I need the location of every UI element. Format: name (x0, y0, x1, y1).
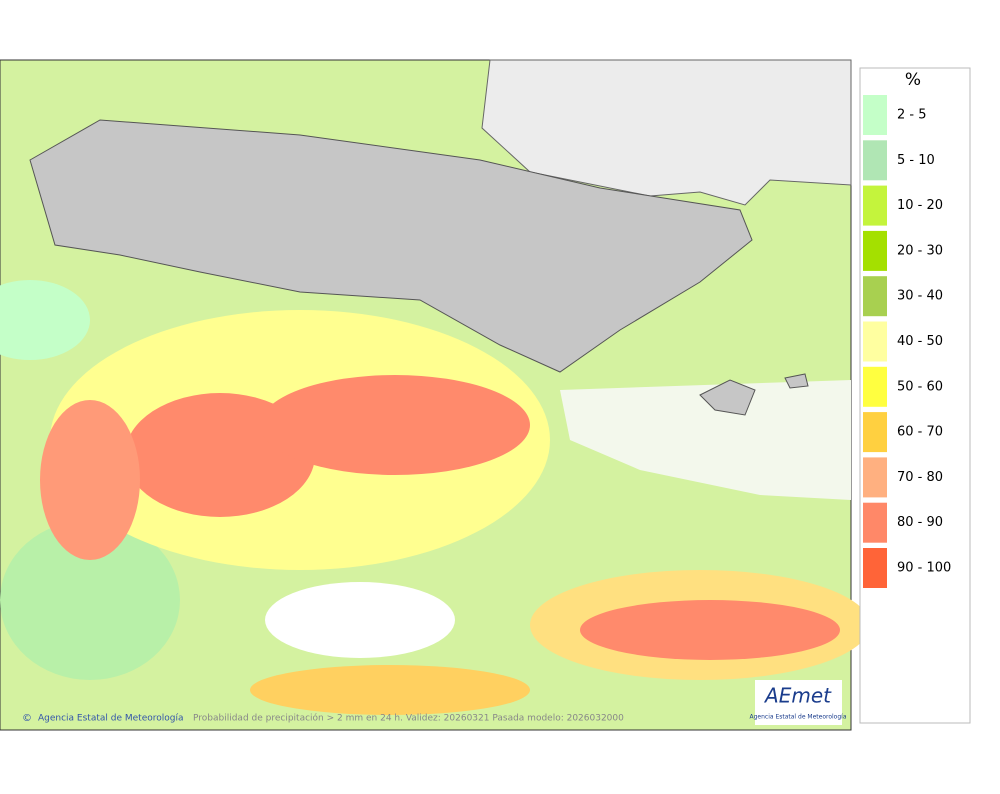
legend-label: 80 - 90 (897, 515, 943, 530)
logo-box (755, 680, 842, 725)
island (784, 373, 809, 389)
northern-iberia (29, 119, 753, 373)
legend-swatch (863, 95, 887, 135)
legend-label: 20 - 30 (897, 243, 943, 258)
legend-unit: % (905, 70, 921, 90)
atlantic-area (0, 280, 90, 360)
island (699, 379, 756, 416)
rain-area (40, 400, 140, 560)
legend-swatch (863, 321, 887, 362)
legend-label: 40 - 50 (897, 334, 943, 349)
rain-area (580, 600, 840, 660)
legend-label: 5 - 10 (897, 153, 935, 168)
logo-subtitle: Agencia Estatal de Meteorología (750, 714, 847, 721)
france (481, 59, 852, 206)
atlantic-area (0, 520, 180, 680)
legend-label: 30 - 40 (897, 289, 943, 304)
legend-label: 60 - 70 (897, 425, 943, 440)
alboran-clear (265, 582, 455, 658)
legend-swatch (863, 412, 887, 453)
legend-swatch (863, 230, 887, 271)
legend-label: 10 - 20 (897, 198, 943, 213)
legend-swatch (863, 140, 887, 181)
legend-label: 50 - 60 (897, 379, 943, 394)
legend-label: 2 - 5 (897, 108, 927, 123)
legend-swatch (863, 502, 887, 543)
rain-area (250, 665, 530, 715)
legend-swatch (863, 457, 887, 498)
legend-swatch (863, 366, 887, 407)
rain-area (260, 375, 530, 475)
mediterranean (560, 380, 851, 500)
caption: Probabilidad de precipitación > 2 mm en … (193, 713, 624, 724)
legend-swatch (863, 276, 887, 317)
credit-icon: © (22, 713, 32, 724)
legend-swatch (863, 185, 887, 226)
legend-swatch (863, 548, 887, 588)
legend-label: 90 - 100 (897, 561, 951, 576)
logo: AEmet (763, 684, 832, 708)
credit: Agencia Estatal de Meteorología (38, 714, 184, 724)
legend-label: 70 - 80 (897, 470, 943, 485)
